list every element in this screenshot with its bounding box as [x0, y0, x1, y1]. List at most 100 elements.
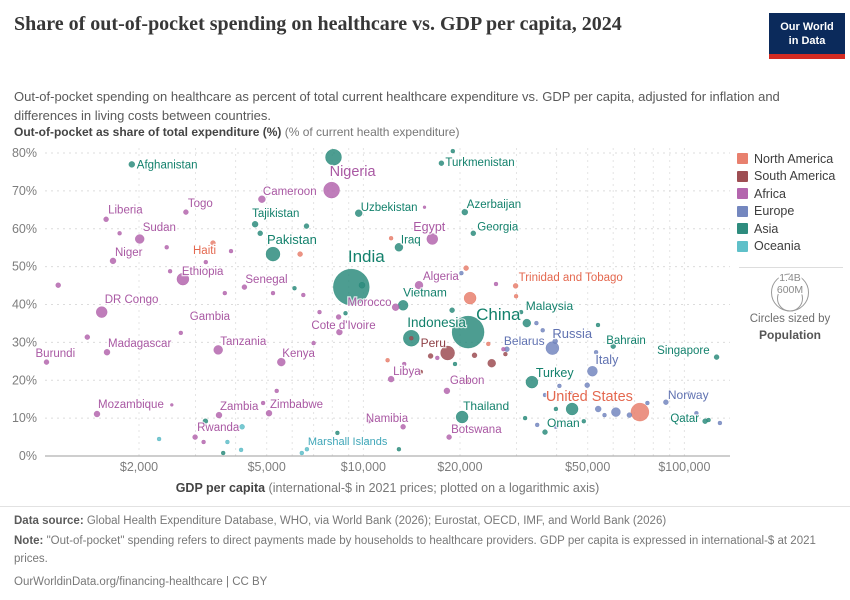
country-label-china[interactable]: China: [475, 304, 522, 326]
data-point[interactable]: [435, 355, 440, 361]
data-point[interactable]: [522, 415, 528, 421]
data-point-libya[interactable]: [387, 375, 395, 383]
country-label-malaysia[interactable]: Malaysia: [525, 298, 575, 315]
data-point[interactable]: [201, 439, 206, 445]
data-point[interactable]: [463, 265, 469, 271]
data-point[interactable]: [222, 290, 228, 296]
data-point[interactable]: [581, 418, 587, 424]
data-point-kenya[interactable]: [277, 357, 286, 367]
country-label-russia[interactable]: Russia: [551, 325, 594, 343]
data-point[interactable]: [335, 314, 342, 320]
data-point-namibia[interactable]: [400, 424, 406, 430]
country-label-tanzania[interactable]: Tanzania: [219, 335, 268, 350]
data-point[interactable]: [553, 424, 559, 430]
data-point[interactable]: [385, 357, 390, 363]
data-point[interactable]: [626, 412, 633, 418]
country-label-burundi[interactable]: Burundi: [34, 347, 76, 362]
country-label-oman[interactable]: Oman: [546, 415, 581, 432]
data-point[interactable]: [239, 424, 245, 430]
data-point[interactable]: [167, 268, 173, 274]
data-point[interactable]: [568, 390, 574, 396]
legend-item-south-america[interactable]: South America: [737, 168, 835, 186]
country-label-india[interactable]: India: [347, 246, 387, 268]
country-label-georgia[interactable]: Georgia: [476, 220, 520, 235]
data-point-cameroon[interactable]: [258, 195, 266, 203]
data-point[interactable]: [542, 392, 548, 398]
data-point[interactable]: [409, 335, 414, 341]
country-label-azerbaijan[interactable]: Azerbaijan: [466, 198, 523, 213]
country-label-rwanda[interactable]: Rwanda: [196, 421, 241, 436]
data-point-pakistan[interactable]: [265, 246, 281, 262]
data-point-azerbaijan[interactable]: [461, 208, 469, 216]
country-label-cote-d-ivoire[interactable]: Cote d'Ivoire: [310, 319, 377, 334]
country-label-thailand[interactable]: Thailand: [462, 398, 511, 415]
data-point[interactable]: [84, 334, 91, 340]
data-point[interactable]: [225, 439, 230, 445]
data-point[interactable]: [450, 148, 456, 154]
data-point[interactable]: [602, 412, 607, 418]
data-point[interactable]: [593, 349, 599, 355]
data-point-oman[interactable]: [542, 429, 548, 435]
data-point[interactable]: [552, 338, 558, 344]
data-point[interactable]: [686, 390, 691, 396]
data-point-georgia[interactable]: [470, 230, 477, 237]
data-point-tanzania[interactable]: [213, 345, 223, 355]
data-point-morocco[interactable]: [391, 303, 400, 311]
country-label-dr-congo[interactable]: DR Congo: [103, 293, 159, 308]
country-label-libya[interactable]: Libya: [392, 365, 423, 380]
data-point-afghanistan[interactable]: [128, 161, 136, 168]
data-point-mozambique[interactable]: [93, 410, 101, 418]
data-point-gabon[interactable]: [443, 387, 451, 395]
country-label-niger[interactable]: Niger: [114, 246, 144, 261]
data-point-iraq[interactable]: [394, 243, 404, 252]
data-point-rwanda[interactable]: [192, 434, 198, 440]
data-point[interactable]: [202, 418, 209, 424]
data-point[interactable]: [513, 293, 519, 299]
country-label-qatar[interactable]: Qatar: [669, 412, 700, 427]
data-point[interactable]: [486, 341, 491, 347]
data-point-nigeria[interactable]: [323, 181, 340, 199]
country-label-gabon[interactable]: Gabon: [449, 374, 486, 389]
country-label-united-states[interactable]: United States: [545, 388, 635, 407]
data-point[interactable]: [518, 309, 524, 315]
data-point-senegal[interactable]: [241, 284, 248, 290]
data-point[interactable]: [501, 346, 506, 352]
data-point-haiti[interactable]: [210, 240, 216, 246]
data-point[interactable]: [534, 320, 539, 326]
data-point-turkey[interactable]: [525, 375, 539, 389]
data-point-thailand[interactable]: [455, 410, 469, 424]
data-point-italy[interactable]: [587, 365, 598, 377]
country-label-indonesia[interactable]: Indonesia: [406, 314, 468, 332]
data-point-singapore[interactable]: [713, 354, 720, 360]
data-point[interactable]: [203, 259, 209, 265]
data-point[interactable]: [257, 230, 263, 237]
data-point[interactable]: [335, 430, 340, 436]
data-point-peru[interactable]: [440, 345, 455, 361]
data-point[interactable]: [388, 235, 394, 241]
legend-item-north-america[interactable]: North America: [737, 150, 835, 168]
owid-link[interactable]: OurWorldinData.org/financing-healthcare …: [14, 575, 268, 588]
country-label-singapore[interactable]: Singapore: [656, 344, 711, 359]
data-point[interactable]: [156, 436, 162, 442]
data-point-dr-congo[interactable]: [95, 306, 108, 318]
country-label-sudan[interactable]: Sudan: [141, 221, 177, 236]
data-point[interactable]: [260, 400, 266, 406]
data-point[interactable]: [645, 400, 650, 406]
data-point[interactable]: [717, 420, 723, 426]
data-point-burundi[interactable]: [43, 359, 50, 365]
country-label-turkey[interactable]: Turkey: [535, 365, 576, 382]
data-point-trinidad-and-tobago[interactable]: [512, 283, 519, 289]
data-point[interactable]: [418, 369, 424, 375]
data-point[interactable]: [534, 422, 540, 428]
country-label-gambia[interactable]: Gambia: [189, 310, 232, 325]
data-point[interactable]: [595, 322, 601, 328]
country-label-pakistan[interactable]: Pakistan: [266, 231, 318, 249]
country-label-afghanistan[interactable]: Afghanistan: [136, 158, 199, 173]
data-point-togo[interactable]: [183, 209, 189, 215]
data-point[interactable]: [117, 231, 122, 236]
country-label-botswana[interactable]: Botswana: [450, 423, 504, 438]
data-point[interactable]: [694, 410, 699, 416]
data-point[interactable]: [584, 382, 590, 388]
data-point[interactable]: [303, 223, 310, 229]
data-point-uzbekistan[interactable]: [354, 209, 363, 217]
